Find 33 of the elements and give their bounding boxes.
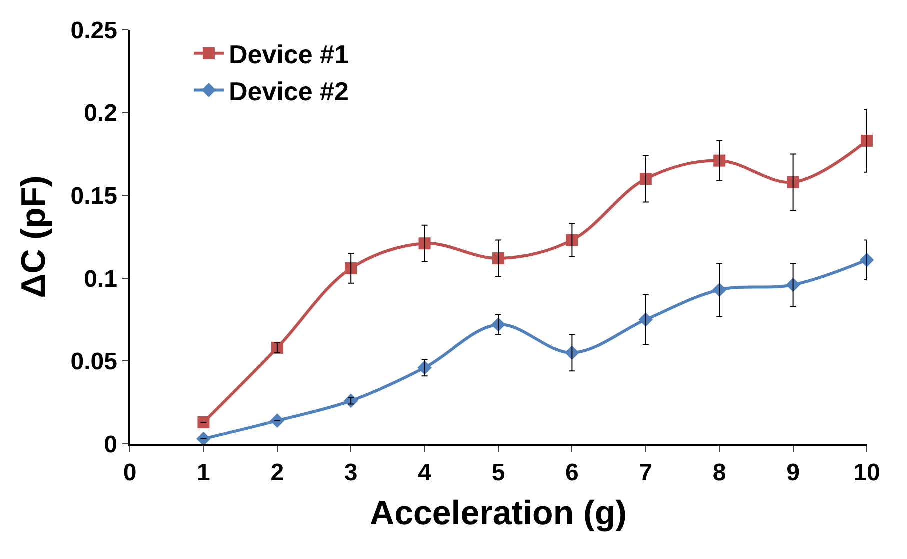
point [344,394,358,408]
x-tick-label: 3 [344,460,358,487]
point [640,173,652,186]
legend-label: Device #1 [228,40,349,70]
point [345,262,358,274]
y-tick-label: 0.05 [70,348,118,376]
x-tick-label: 10 [854,460,880,487]
point [861,134,873,147]
x-tick-label: 2 [270,460,284,487]
y-tick-label: 0.15 [70,183,118,210]
x-tick-label: 8 [712,460,726,487]
point [271,342,284,354]
x-tick-label: 6 [566,460,579,487]
point [270,414,285,428]
point [418,238,431,250]
x-tick-label: 7 [639,460,653,487]
y-tick-label: 0.25 [70,17,118,44]
x-tick-label: 0 [123,460,137,487]
x-tick-label: 5 [492,460,506,487]
x-axis-title: Acceleration (g) [370,494,627,532]
point [787,176,800,188]
x-tick-label: 1 [197,460,210,487]
x-tick-label: 4 [418,460,432,487]
point [714,154,726,167]
y-axis-title: ΔC (pF) [14,176,53,298]
point [566,234,578,246]
y-tick-label: 0 [104,431,118,458]
legend-label: Device #2 [228,76,349,106]
y-tick-label: 0.1 [84,266,118,293]
x-tick-label: 9 [786,460,800,487]
point [198,416,210,428]
point [492,252,504,265]
y-tick-label: 0.2 [84,100,118,128]
